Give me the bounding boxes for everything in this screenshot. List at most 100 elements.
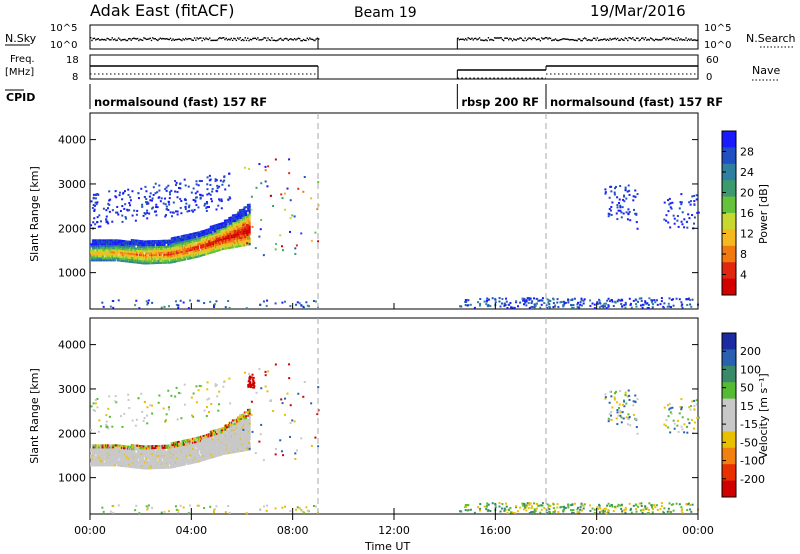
scatter-point: [672, 298, 675, 301]
nsky-point: [492, 39, 495, 42]
scatter-point: [233, 218, 236, 221]
scatter-point: [121, 253, 124, 256]
scatter-point: [217, 436, 220, 439]
velocity-scatter: [90, 363, 700, 515]
scatter-point: [183, 244, 186, 247]
scatter-point: [124, 445, 127, 448]
nsky-point: [219, 37, 221, 39]
scatter-point: [236, 219, 239, 222]
nsky-point: [534, 37, 536, 40]
scatter-point: [624, 186, 627, 189]
scatter-point: [303, 307, 306, 310]
nsky-point: [273, 39, 276, 41]
scatter-point: [169, 446, 172, 449]
nsky-point: [257, 37, 259, 39]
scatter-point: [188, 460, 191, 463]
scatter-point: [239, 235, 242, 238]
nsky-point: [679, 39, 681, 41]
scatter-point: [529, 297, 532, 300]
nsky-point: [661, 38, 663, 41]
nsky-point: [172, 38, 174, 40]
scatter-point: [155, 445, 158, 448]
scatter-point: [224, 430, 227, 433]
nsky-point: [694, 39, 696, 41]
scatter-point: [172, 211, 175, 214]
scatter-point: [149, 254, 152, 257]
scatter-point: [133, 444, 136, 447]
scatter-point: [626, 218, 629, 221]
nsky-point: [214, 39, 216, 42]
scatter-point: [266, 185, 269, 188]
scatter-point: [128, 246, 131, 249]
nsky-point: [470, 38, 472, 41]
scatter-point: [96, 192, 99, 195]
y-tick-label: 1000: [58, 267, 86, 280]
nsky-point: [495, 37, 497, 39]
scatter-point: [248, 225, 251, 228]
scatter-point: [248, 233, 251, 236]
nsky-point: [461, 38, 463, 41]
scatter-point: [174, 250, 177, 253]
scatter-point: [521, 297, 524, 300]
scatter-point: [150, 260, 153, 263]
scatter-point: [693, 216, 696, 219]
scatter-point: [200, 248, 203, 251]
scatter-point: [200, 180, 203, 183]
scatter-point: [200, 453, 203, 456]
scatter-point: [157, 464, 160, 467]
nsky-point: [627, 39, 629, 42]
nsky-point: [91, 39, 93, 42]
nsky-point: [671, 38, 673, 41]
nsky-point: [542, 38, 544, 40]
scatter-point: [282, 249, 285, 252]
scatter-point: [121, 220, 124, 223]
scatter-point: [184, 441, 187, 444]
scatter-point: [611, 300, 614, 303]
scatter-point: [624, 306, 627, 309]
scatter-point: [124, 203, 127, 206]
nsky-point: [198, 37, 201, 39]
scatter-point: [238, 221, 241, 224]
nsky-point: [605, 39, 607, 42]
scatter-point: [644, 301, 647, 304]
scatter-point: [105, 209, 108, 212]
scatter-point: [206, 202, 209, 205]
nsky-point: [291, 38, 293, 41]
scatter-point: [196, 458, 199, 461]
scatter-point: [579, 303, 582, 306]
scatter-point: [193, 447, 196, 450]
scatter-point: [250, 208, 253, 211]
nsky-point: [575, 39, 577, 41]
scatter-point: [640, 299, 643, 302]
scatter-point: [617, 209, 620, 212]
scatter-point: [106, 249, 109, 252]
nsky-point: [481, 39, 483, 41]
scatter-point: [137, 192, 140, 195]
scatter-point: [129, 240, 132, 243]
scatter-point: [281, 197, 284, 200]
scatter-point: [158, 251, 161, 254]
scatter-point: [607, 215, 610, 218]
scatter-point: [288, 158, 291, 161]
nsky-point: [185, 37, 187, 40]
nsky-point: [500, 37, 502, 39]
scatter-point: [552, 298, 555, 301]
scatter-point: [212, 227, 215, 230]
nsky-point: [516, 38, 519, 40]
scatter-point: [188, 209, 191, 212]
scatter-point: [191, 256, 194, 259]
scatter-point: [629, 219, 632, 222]
nsky-point: [207, 38, 210, 41]
scatter-point: [610, 205, 613, 208]
scatter-point: [209, 239, 212, 242]
nsky-point: [190, 38, 192, 40]
scatter-point: [613, 187, 616, 190]
scatter-point: [182, 453, 185, 456]
scatter-point: [248, 241, 251, 244]
scatter-point: [573, 297, 576, 300]
scatter-point: [98, 243, 101, 246]
scatter-point: [113, 458, 116, 461]
scatter-point: [284, 192, 287, 195]
scatter-point: [238, 243, 241, 246]
scatter-point: [107, 202, 110, 205]
